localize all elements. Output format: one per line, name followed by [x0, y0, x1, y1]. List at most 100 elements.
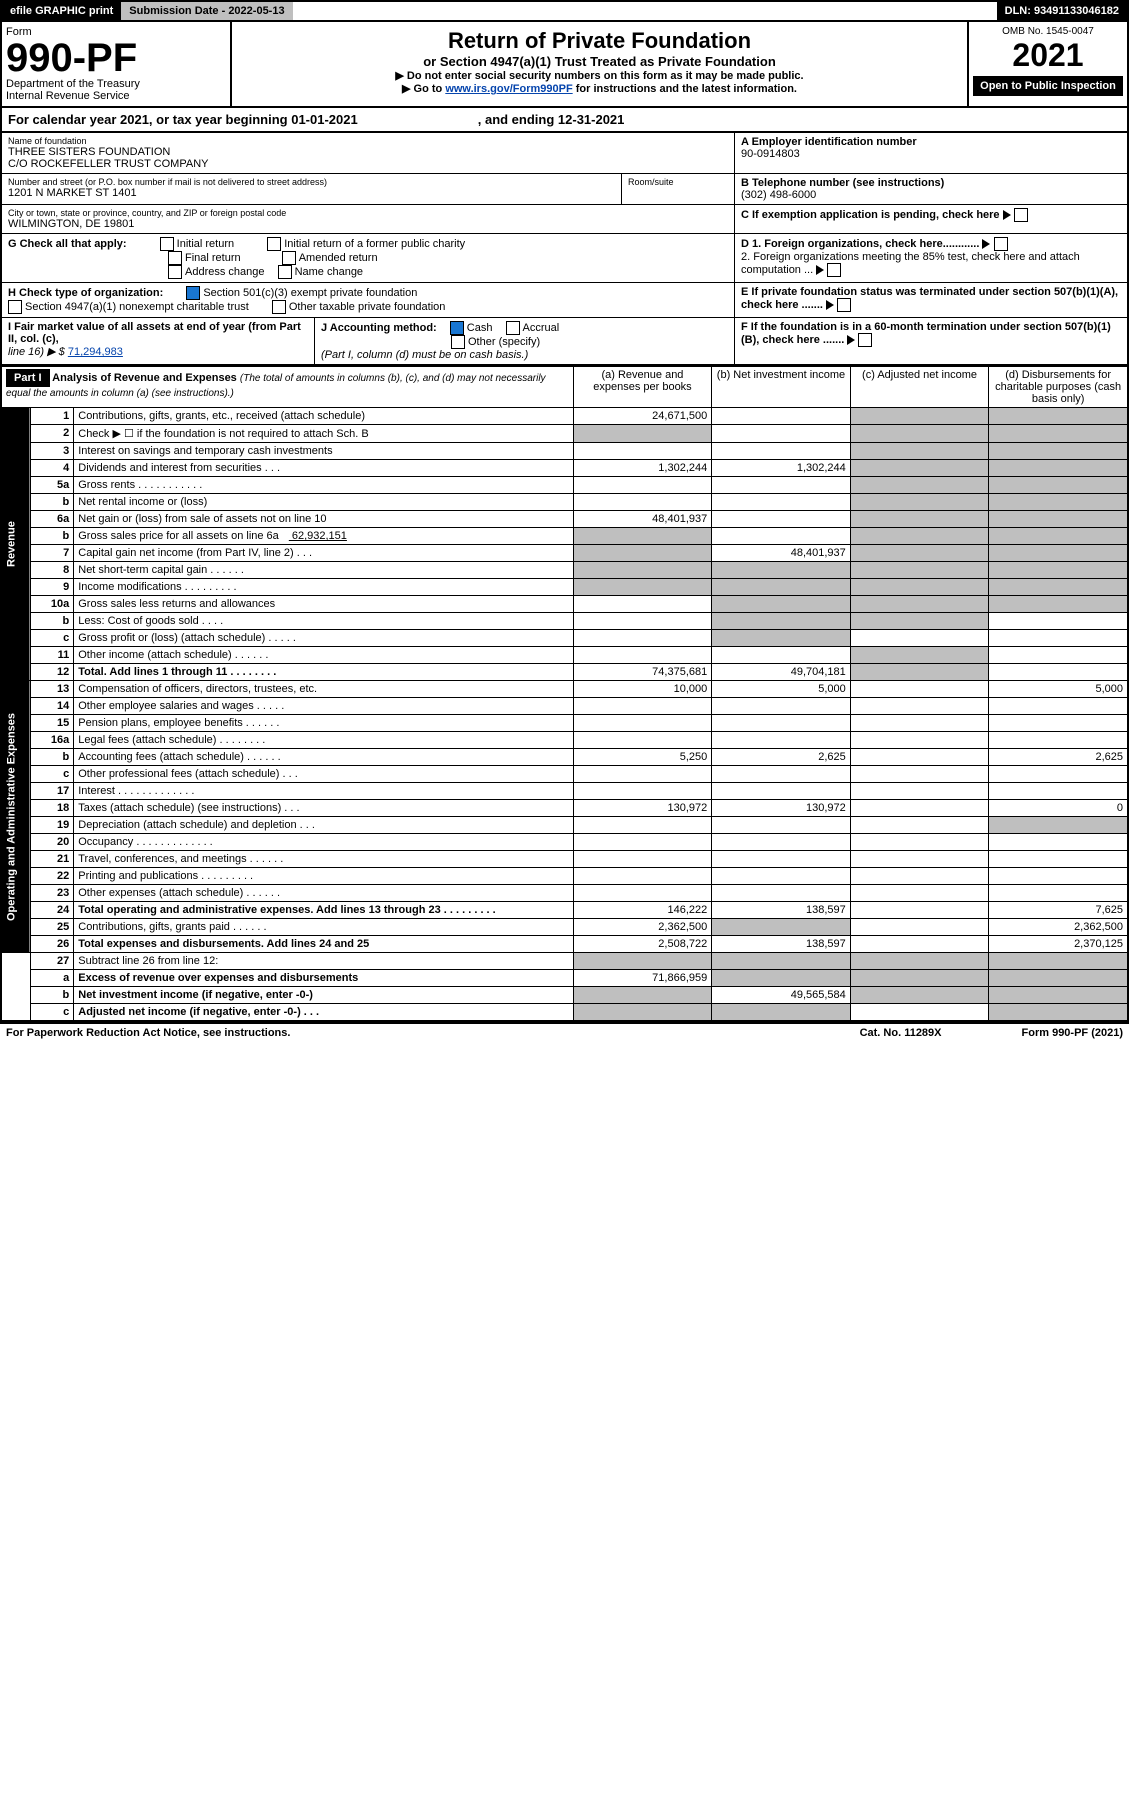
- line-desc: Net rental income or (loss): [74, 494, 573, 511]
- j-accr: Accrual: [523, 322, 560, 334]
- amount-cell: [850, 800, 989, 817]
- line-desc: Capital gain net income (from Part IV, l…: [74, 545, 573, 562]
- c-checkbox[interactable]: [1014, 208, 1028, 222]
- h-501c3-checkbox[interactable]: [186, 286, 200, 300]
- line-desc: Gross sales less returns and allowances: [74, 596, 573, 613]
- d2-checkbox[interactable]: [827, 263, 841, 277]
- g-ipc-checkbox[interactable]: [267, 237, 281, 251]
- line-desc: Interest on savings and temporary cash i…: [74, 443, 573, 460]
- line-number: 5a: [31, 477, 74, 494]
- amount-cell: [573, 494, 712, 511]
- line-desc: Compensation of officers, directors, tru…: [74, 681, 573, 698]
- h-other-checkbox[interactable]: [272, 300, 286, 314]
- amount-cell: [712, 885, 851, 902]
- foundation-label: Name of foundation: [8, 136, 728, 146]
- tel-value: (302) 498-6000: [741, 189, 1121, 201]
- amount-cell: [850, 460, 989, 477]
- amount-cell: [989, 868, 1128, 885]
- e-checkbox[interactable]: [837, 298, 851, 312]
- g-amended-checkbox[interactable]: [282, 251, 296, 265]
- amount-cell: [712, 970, 851, 987]
- amount-cell: [850, 834, 989, 851]
- efile-print-button[interactable]: efile GRAPHIC print: [2, 2, 121, 20]
- g-initial-checkbox[interactable]: [160, 237, 174, 251]
- amount-cell: [712, 715, 851, 732]
- expenses-side-label: Operating and Administrative Expenses: [1, 681, 31, 953]
- amount-cell: [989, 817, 1128, 834]
- line-number: 3: [31, 443, 74, 460]
- amount-cell: [712, 408, 851, 425]
- h-4947-checkbox[interactable]: [8, 300, 22, 314]
- amount-cell: [989, 851, 1128, 868]
- line-number: 7: [31, 545, 74, 562]
- amount-cell: [989, 834, 1128, 851]
- line-number: 26: [31, 936, 74, 953]
- amount-cell: [850, 783, 989, 800]
- line-number: 6a: [31, 511, 74, 528]
- amount-cell: [850, 987, 989, 1004]
- d1-checkbox[interactable]: [994, 237, 1008, 251]
- g-name-checkbox[interactable]: [278, 265, 292, 279]
- amount-cell: 71,866,959: [573, 970, 712, 987]
- j-accrual-checkbox[interactable]: [506, 321, 520, 335]
- amount-cell: [850, 596, 989, 613]
- amount-cell: [850, 681, 989, 698]
- amount-cell: [850, 868, 989, 885]
- amount-cell: [573, 834, 712, 851]
- amount-cell: [989, 494, 1128, 511]
- amount-cell: [712, 698, 851, 715]
- irs-link[interactable]: www.irs.gov/Form990PF: [445, 83, 572, 95]
- amount-cell: [850, 579, 989, 596]
- h-opt-2: Section 4947(a)(1) nonexempt charitable …: [25, 301, 249, 313]
- amount-cell: 1,302,244: [573, 460, 712, 477]
- amount-cell: 1,302,244: [712, 460, 851, 477]
- amount-cell: [989, 562, 1128, 579]
- form-number: 990-PF: [6, 38, 226, 78]
- dept-treasury: Department of the Treasury: [6, 78, 226, 90]
- amount-cell: [573, 953, 712, 970]
- amount-cell: [989, 885, 1128, 902]
- amount-cell: [850, 936, 989, 953]
- amount-cell: 2,362,500: [573, 919, 712, 936]
- line-number: 20: [31, 834, 74, 851]
- j-cash-checkbox[interactable]: [450, 321, 464, 335]
- paperwork-notice: For Paperwork Reduction Act Notice, see …: [6, 1027, 290, 1039]
- e-label: E If private foundation status was termi…: [741, 286, 1118, 311]
- amount-cell: [850, 1004, 989, 1022]
- line-number: 19: [31, 817, 74, 834]
- arrow-icon: [1003, 210, 1011, 220]
- amount-cell: [712, 766, 851, 783]
- i-value-link[interactable]: 71,294,983: [68, 346, 123, 358]
- amount-cell: [850, 408, 989, 425]
- line-number: 22: [31, 868, 74, 885]
- amount-cell: [712, 783, 851, 800]
- amount-cell: [712, 851, 851, 868]
- g-final-checkbox[interactable]: [168, 251, 182, 265]
- f-checkbox[interactable]: [858, 333, 872, 347]
- arrow-icon: [826, 300, 834, 310]
- g-opt-4: Amended return: [299, 252, 378, 264]
- amount-cell: 48,401,937: [712, 545, 851, 562]
- line-number: 14: [31, 698, 74, 715]
- goto-suffix: for instructions and the latest informat…: [573, 83, 797, 95]
- line-number: 9: [31, 579, 74, 596]
- part1-tag: Part I: [6, 369, 50, 387]
- amount-cell: [712, 528, 851, 545]
- line-desc: Interest . . . . . . . . . . . . .: [74, 783, 573, 800]
- amount-cell: [573, 868, 712, 885]
- arrow-icon: [847, 335, 855, 345]
- amount-cell: 138,597: [712, 902, 851, 919]
- line-desc: Gross sales price for all assets on line…: [74, 528, 573, 545]
- amount-cell: 130,972: [712, 800, 851, 817]
- amount-cell: [989, 715, 1128, 732]
- omb-number: OMB No. 1545-0047: [973, 26, 1123, 37]
- g-addr-checkbox[interactable]: [168, 265, 182, 279]
- amount-cell: [712, 1004, 851, 1022]
- col-b-hdr: (b) Net investment income: [712, 367, 851, 408]
- amount-cell: [573, 613, 712, 630]
- h-opt-3: Other taxable private foundation: [289, 301, 446, 313]
- j-other-checkbox[interactable]: [451, 335, 465, 349]
- line-number: b: [31, 987, 74, 1004]
- amount-cell: [712, 834, 851, 851]
- amount-cell: [989, 545, 1128, 562]
